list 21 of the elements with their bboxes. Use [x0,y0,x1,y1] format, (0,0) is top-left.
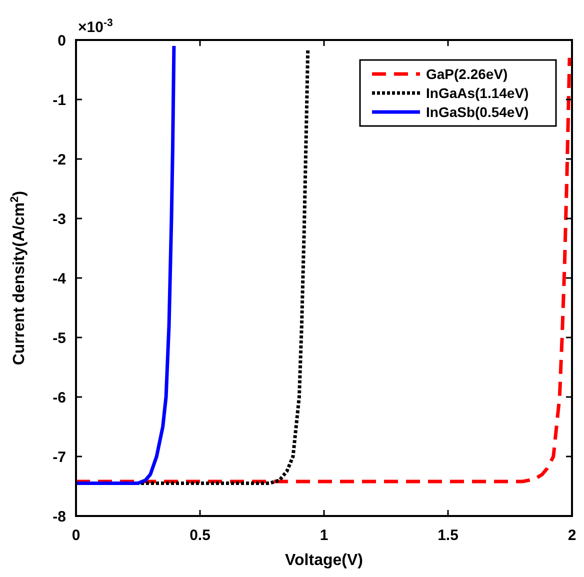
x-axis-title: Voltage(V) [285,552,363,569]
y-tick-label: -2 [52,151,66,168]
x-tick-label: 2 [568,527,576,544]
text: ×10$^{-3}$ [78,17,113,36]
y-tick-label: -7 [52,448,66,466]
line-series [74,44,176,486]
y-tick-label: -8 [52,508,66,526]
y-tick-label: -5 [52,330,66,347]
x-tick-label: 0.5 [190,527,210,544]
legend-label: GaP(2.26eV) [426,66,508,82]
y-tick-label: 0 [58,32,66,50]
y-tick-label: -1 [52,92,66,109]
line-series [74,56,572,484]
legend-label: InGaAs(1.14eV) [426,84,529,101]
x-tick-label: 1.5 [438,527,458,544]
y-tick-label: -4 [52,270,67,288]
x-tick-label: 1 [320,527,328,544]
legend-label: InGaSb(0.54eV) [426,104,529,120]
y-tick-label: -3 [52,210,66,228]
y-tick-label: -6 [52,389,66,406]
x-tick-label: 0 [72,527,80,544]
